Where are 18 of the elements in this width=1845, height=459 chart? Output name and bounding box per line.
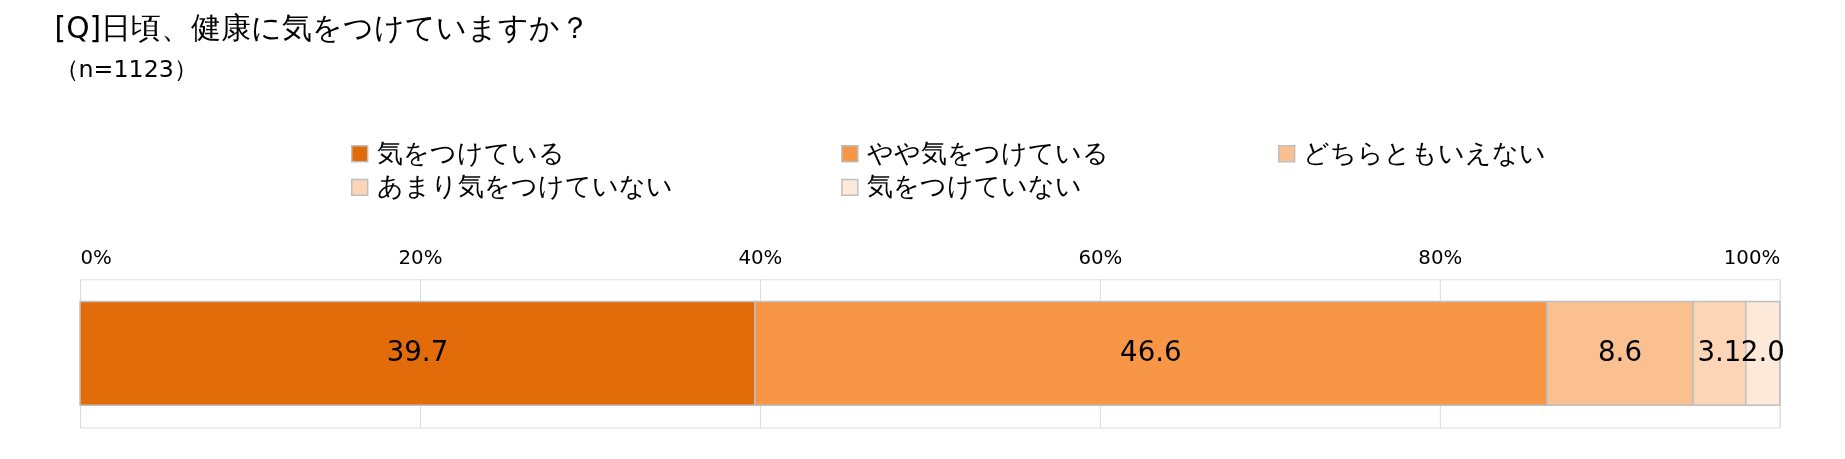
data-label: 2.0 bbox=[1740, 335, 1785, 369]
data-label: 39.7 bbox=[386, 335, 449, 369]
x-tick-label: 40% bbox=[738, 245, 783, 269]
x-tick-label: 20% bbox=[398, 245, 443, 269]
legend-label: 気をつけている bbox=[376, 137, 565, 168]
data-label: 3.1 bbox=[1697, 335, 1742, 369]
legend-label: どちらともいえない bbox=[1303, 137, 1547, 168]
legend-label: あまり気をつけていない bbox=[376, 171, 673, 202]
chart-title: [Q]日頃、健康に気をつけていますか？ bbox=[54, 10, 591, 46]
x-tick-label: 100% bbox=[1723, 245, 1781, 269]
x-tick-label: 0% bbox=[80, 245, 112, 269]
data-label: 46.6 bbox=[1120, 335, 1182, 369]
x-tick-label: 80% bbox=[1418, 245, 1463, 269]
data-label: 8.6 bbox=[1598, 335, 1642, 369]
legend-label: やや気をつけている bbox=[866, 137, 1109, 168]
x-tick-label: 60% bbox=[1078, 245, 1123, 269]
chart-subtitle: （n=1123） bbox=[54, 54, 198, 83]
legend-label: 気をつけていない bbox=[866, 171, 1082, 202]
